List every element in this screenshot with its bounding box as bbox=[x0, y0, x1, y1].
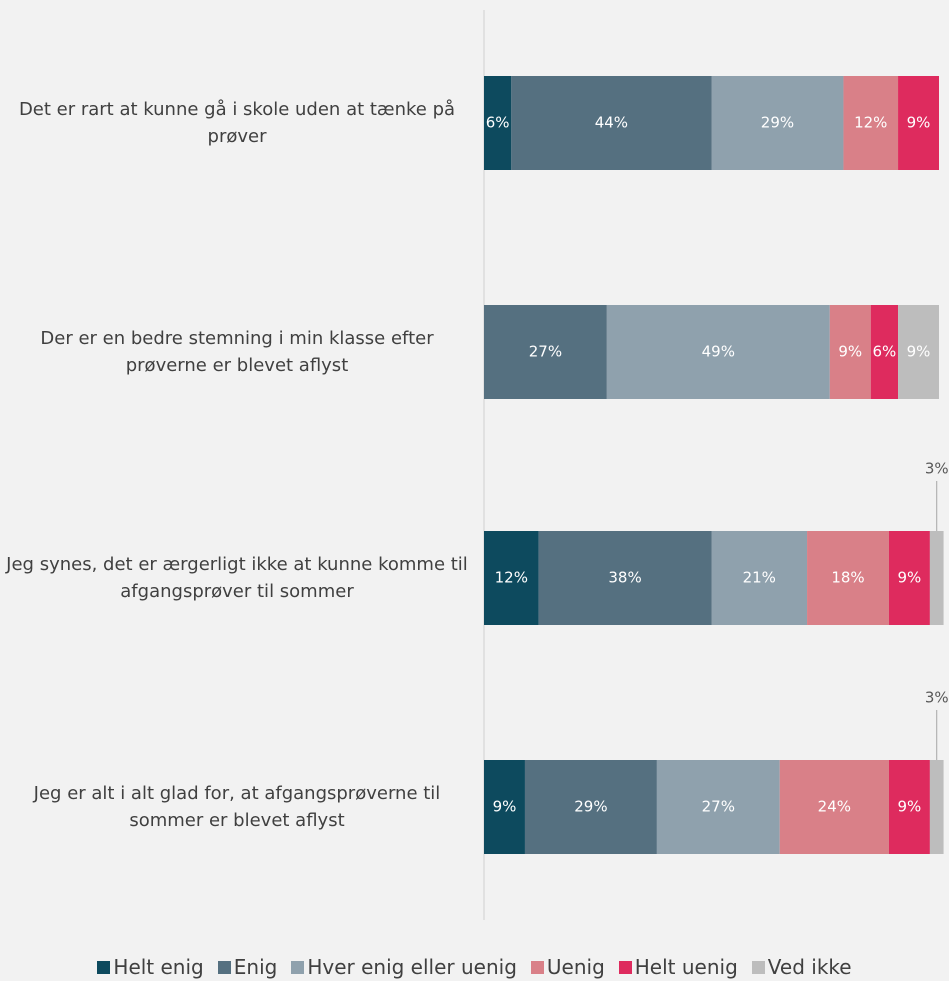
legend-label: Hver enig eller uenig bbox=[307, 955, 517, 979]
category-label: Jeg synes, det er ærgerligt ikke at kunn… bbox=[6, 554, 468, 602]
legend-swatch bbox=[751, 960, 765, 974]
category-label: Der er en bedre stemning i min klasse ef… bbox=[40, 328, 434, 376]
category-label: Det er rart at kunne gå i skole uden at … bbox=[18, 99, 456, 147]
bar-segment bbox=[484, 760, 525, 854]
bar-segment bbox=[606, 305, 830, 399]
bar-segment bbox=[524, 760, 657, 854]
bar-segment bbox=[484, 76, 512, 170]
data-label: 9% bbox=[493, 798, 517, 816]
bar-segment bbox=[870, 305, 899, 399]
legend-item: Hver enig eller uenig bbox=[291, 955, 517, 979]
bar-segment bbox=[929, 760, 944, 854]
legend-swatch bbox=[618, 960, 632, 974]
legend-label: Helt uenig bbox=[634, 955, 738, 979]
legend-label: Enig bbox=[233, 955, 278, 979]
legend-label: Uenig bbox=[546, 955, 605, 979]
bar-segment bbox=[843, 76, 899, 170]
data-label: 27% bbox=[702, 798, 735, 816]
legend-item: Ved ikke bbox=[751, 955, 852, 979]
bar-segment bbox=[511, 76, 712, 170]
bar-segment bbox=[538, 531, 712, 625]
data-label: 29% bbox=[574, 798, 607, 816]
legend-item: Uenig bbox=[530, 955, 605, 979]
data-label: 3% bbox=[925, 460, 949, 478]
data-label: 3% bbox=[925, 689, 949, 707]
data-label: 9% bbox=[907, 114, 931, 132]
data-label: 9% bbox=[898, 569, 922, 587]
data-label: 12% bbox=[854, 114, 887, 132]
data-label: 6% bbox=[873, 343, 897, 361]
data-label: 18% bbox=[831, 569, 864, 587]
data-label: 9% bbox=[907, 343, 931, 361]
legend-swatch bbox=[530, 960, 544, 974]
data-label: 29% bbox=[761, 114, 794, 132]
legend-item: Helt enig bbox=[97, 955, 204, 979]
data-label: 49% bbox=[702, 343, 735, 361]
bar-segment bbox=[779, 760, 889, 854]
legend-label: Helt enig bbox=[113, 955, 204, 979]
bar-segment bbox=[484, 531, 539, 625]
bar-segment bbox=[829, 305, 871, 399]
data-label: 44% bbox=[595, 114, 628, 132]
bar-segment bbox=[898, 76, 939, 170]
legend-swatch bbox=[97, 960, 111, 974]
data-label: 21% bbox=[743, 569, 776, 587]
bar-segment bbox=[929, 531, 944, 625]
data-label: 27% bbox=[529, 343, 562, 361]
legend-item: Enig bbox=[217, 955, 278, 979]
legend-item: Helt uenig bbox=[618, 955, 738, 979]
bar-segment bbox=[898, 305, 939, 399]
bar-segment bbox=[711, 76, 844, 170]
data-label: 6% bbox=[486, 114, 510, 132]
legend-label: Ved ikke bbox=[767, 955, 852, 979]
data-label: 38% bbox=[608, 569, 641, 587]
bar-segment bbox=[888, 531, 930, 625]
legend-swatch bbox=[291, 960, 305, 974]
bar-segment bbox=[888, 760, 930, 854]
legend-swatch bbox=[217, 960, 231, 974]
bar-segment bbox=[656, 760, 780, 854]
bar-segment bbox=[484, 305, 607, 399]
data-label: 24% bbox=[818, 798, 851, 816]
data-label: 9% bbox=[898, 798, 922, 816]
data-label: 12% bbox=[495, 569, 528, 587]
category-label: Jeg er alt i alt glad for, at afgangsprø… bbox=[33, 783, 441, 831]
bar-segment bbox=[711, 531, 808, 625]
data-label: 9% bbox=[838, 343, 862, 361]
legend: Helt enig Enig Hver enig eller uenig Uenig H… bbox=[0, 955, 949, 979]
bar-segment bbox=[807, 531, 889, 625]
